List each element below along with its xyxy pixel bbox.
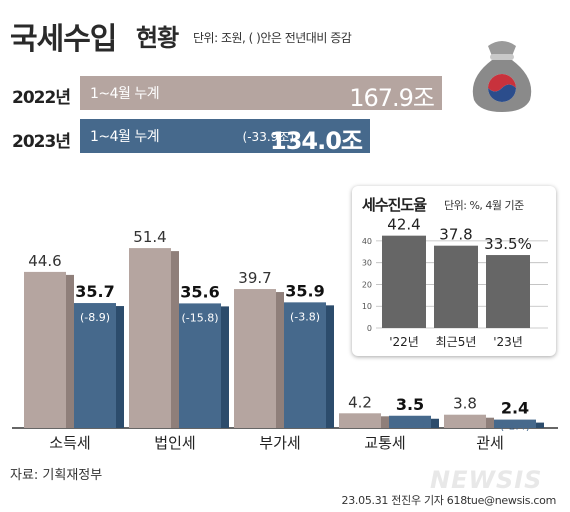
category-label-1: 법인세: [154, 434, 195, 452]
rate-category-0: '22년: [389, 335, 419, 349]
bar-label-2022-0: 44.6: [28, 252, 61, 270]
collection-rate-bar-chart: 40 30 20 10 0 42.4 '22년 37.8 최근5년 33.5% '23년: [362, 216, 548, 349]
money-bag-icon: [472, 41, 532, 112]
change-label-4: (-1.4): [500, 420, 530, 433]
y-tick-label-3: 10: [362, 302, 372, 311]
bar-2023-3: [389, 415, 431, 428]
total-value-2022: 167.9조: [349, 84, 435, 112]
rate-label-0: 42.4: [387, 216, 420, 234]
credit-line: 23.05.31 전진우 기자 618tue@newsis.com: [341, 494, 557, 507]
bar-2022-shade-2: [276, 292, 284, 428]
bar-label-2022-3: 4.2: [348, 393, 372, 411]
bar-2022-2: [234, 289, 276, 428]
rate-category-2: '23년: [493, 335, 523, 349]
bar-2023-shade-4: [536, 422, 544, 428]
bar-2022-shade-4: [486, 417, 494, 428]
bar-2022-shade-0: [66, 274, 74, 428]
bar-2023-0: [74, 303, 116, 428]
bar-label-2022-1: 51.4: [133, 228, 166, 246]
total-bar-2023: 1~4월 누계 (-33.9조) 134.0조: [80, 119, 370, 155]
bar-2023-2: [284, 302, 326, 428]
category-label-0: 소득세: [49, 434, 90, 452]
bar-2022-4: [444, 414, 486, 428]
change-label-0: (-8.9): [80, 311, 110, 324]
inset-unit: 단위: %, 4월 기준: [444, 199, 524, 212]
bar-label-2022-2: 39.7: [238, 269, 271, 287]
rate-category-1: 최근5년: [436, 335, 477, 349]
change-label-2: (-3.8): [290, 310, 320, 323]
bar-2023-4: [494, 419, 536, 428]
year-label-2023: 2023년: [12, 132, 71, 152]
rate-bar-0: [382, 235, 426, 328]
rate-bar-1: [434, 245, 478, 328]
y-tick-label-1: 30: [362, 259, 372, 268]
unit-note: 단위: 조원, ( )안은 전년대비 증감: [193, 31, 352, 45]
source-note: 자료: 기획재정부: [10, 468, 103, 483]
period-label: 1~4월 누계: [90, 129, 160, 145]
change-label-1: (-15.8): [181, 311, 218, 324]
total-bar-2022: 1~4월 누계 167.9조: [80, 76, 442, 112]
change-label-3: (-0.7): [395, 416, 425, 429]
total-value-2023: 134.0조: [270, 127, 363, 155]
page-title: 국세수입: [10, 22, 117, 57]
bar-2023-shade-0: [116, 306, 124, 428]
y-tick-label-2: 20: [362, 280, 372, 289]
bar-label-2022-4: 3.8: [453, 395, 477, 413]
bar-2023-shade-2: [326, 305, 334, 428]
bar-2023-shade-3: [431, 418, 439, 428]
bar-2023-shade-1: [221, 306, 229, 428]
y-tick-label-0: 40: [362, 237, 372, 246]
bar-label-2023-3: 3.5: [396, 395, 424, 414]
rate-bar-2: [486, 255, 530, 328]
period-label: 1~4월 누계: [90, 86, 160, 102]
bar-label-2023-0: 35.7: [75, 282, 114, 301]
bar-2022-shade-3: [381, 416, 389, 428]
category-label-4: 관세: [476, 434, 504, 452]
bar-label-2023-1: 35.6: [180, 282, 219, 301]
category-label-2: 부가세: [259, 434, 300, 452]
page-subtitle: 현황: [136, 24, 179, 52]
y-tick-label-4: 0: [367, 324, 372, 333]
year-label-2022: 2022년: [12, 88, 71, 108]
total-change-2023: (-33.9조): [242, 130, 294, 144]
bar-label-2023-2: 35.9: [285, 281, 324, 300]
bar-2023-1: [179, 303, 221, 428]
newsis-watermark: NEWSIS: [430, 466, 543, 494]
inset-title: 세수진도율: [362, 196, 427, 214]
bar-label-2023-4: 2.4: [501, 399, 529, 418]
rate-label-1: 37.8: [439, 226, 472, 244]
bar-2022-0: [24, 271, 66, 428]
bar-2022-1: [129, 248, 171, 428]
bar-2022-3: [339, 413, 381, 428]
collection-rate-panel: 세수진도율 단위: %, 4월 기준 40 30 20 10 0 42.4 '22년 37.8…: [352, 186, 556, 356]
bar-2022-shade-1: [171, 251, 179, 428]
rate-label-2: 33.5%: [484, 235, 532, 253]
category-label-3: 교통세: [364, 434, 405, 452]
